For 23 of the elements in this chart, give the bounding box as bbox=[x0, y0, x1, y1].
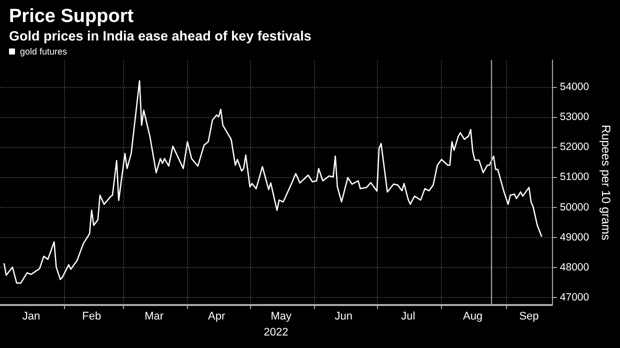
x-tick-label: Jul bbox=[401, 310, 416, 322]
chart-title: Price Support bbox=[9, 6, 134, 27]
x-tick-label: Aug bbox=[462, 310, 483, 322]
y-tick-label: 48000 bbox=[560, 261, 590, 274]
y-tick-label: 52000 bbox=[560, 141, 590, 154]
y-tick-label: 47000 bbox=[560, 291, 590, 304]
legend-label: gold futures bbox=[20, 46, 68, 56]
x-tick-label: Jun bbox=[334, 310, 353, 322]
chart-subtitle: Gold prices in India ease ahead of key festivals bbox=[9, 28, 312, 44]
x-axis-title: 2022 bbox=[264, 326, 288, 338]
y-tick-label: 53000 bbox=[560, 111, 590, 124]
x-tick-label: Mar bbox=[144, 310, 164, 322]
y-tick-label: 51000 bbox=[560, 171, 590, 184]
x-tick-label: Jan bbox=[22, 310, 40, 322]
x-tick-label: Sep bbox=[519, 310, 539, 322]
y-tick-label: 54000 bbox=[560, 81, 590, 94]
y-tick-label: 49000 bbox=[560, 231, 590, 244]
x-tick-label: Feb bbox=[82, 310, 102, 322]
x-tick-label: Apr bbox=[208, 310, 226, 322]
x-tick-label: May bbox=[270, 310, 292, 322]
y-tick-label: 50000 bbox=[560, 201, 590, 214]
line-series bbox=[4, 80, 542, 284]
y-axis-title: Rupees per 10 grams bbox=[599, 124, 613, 240]
